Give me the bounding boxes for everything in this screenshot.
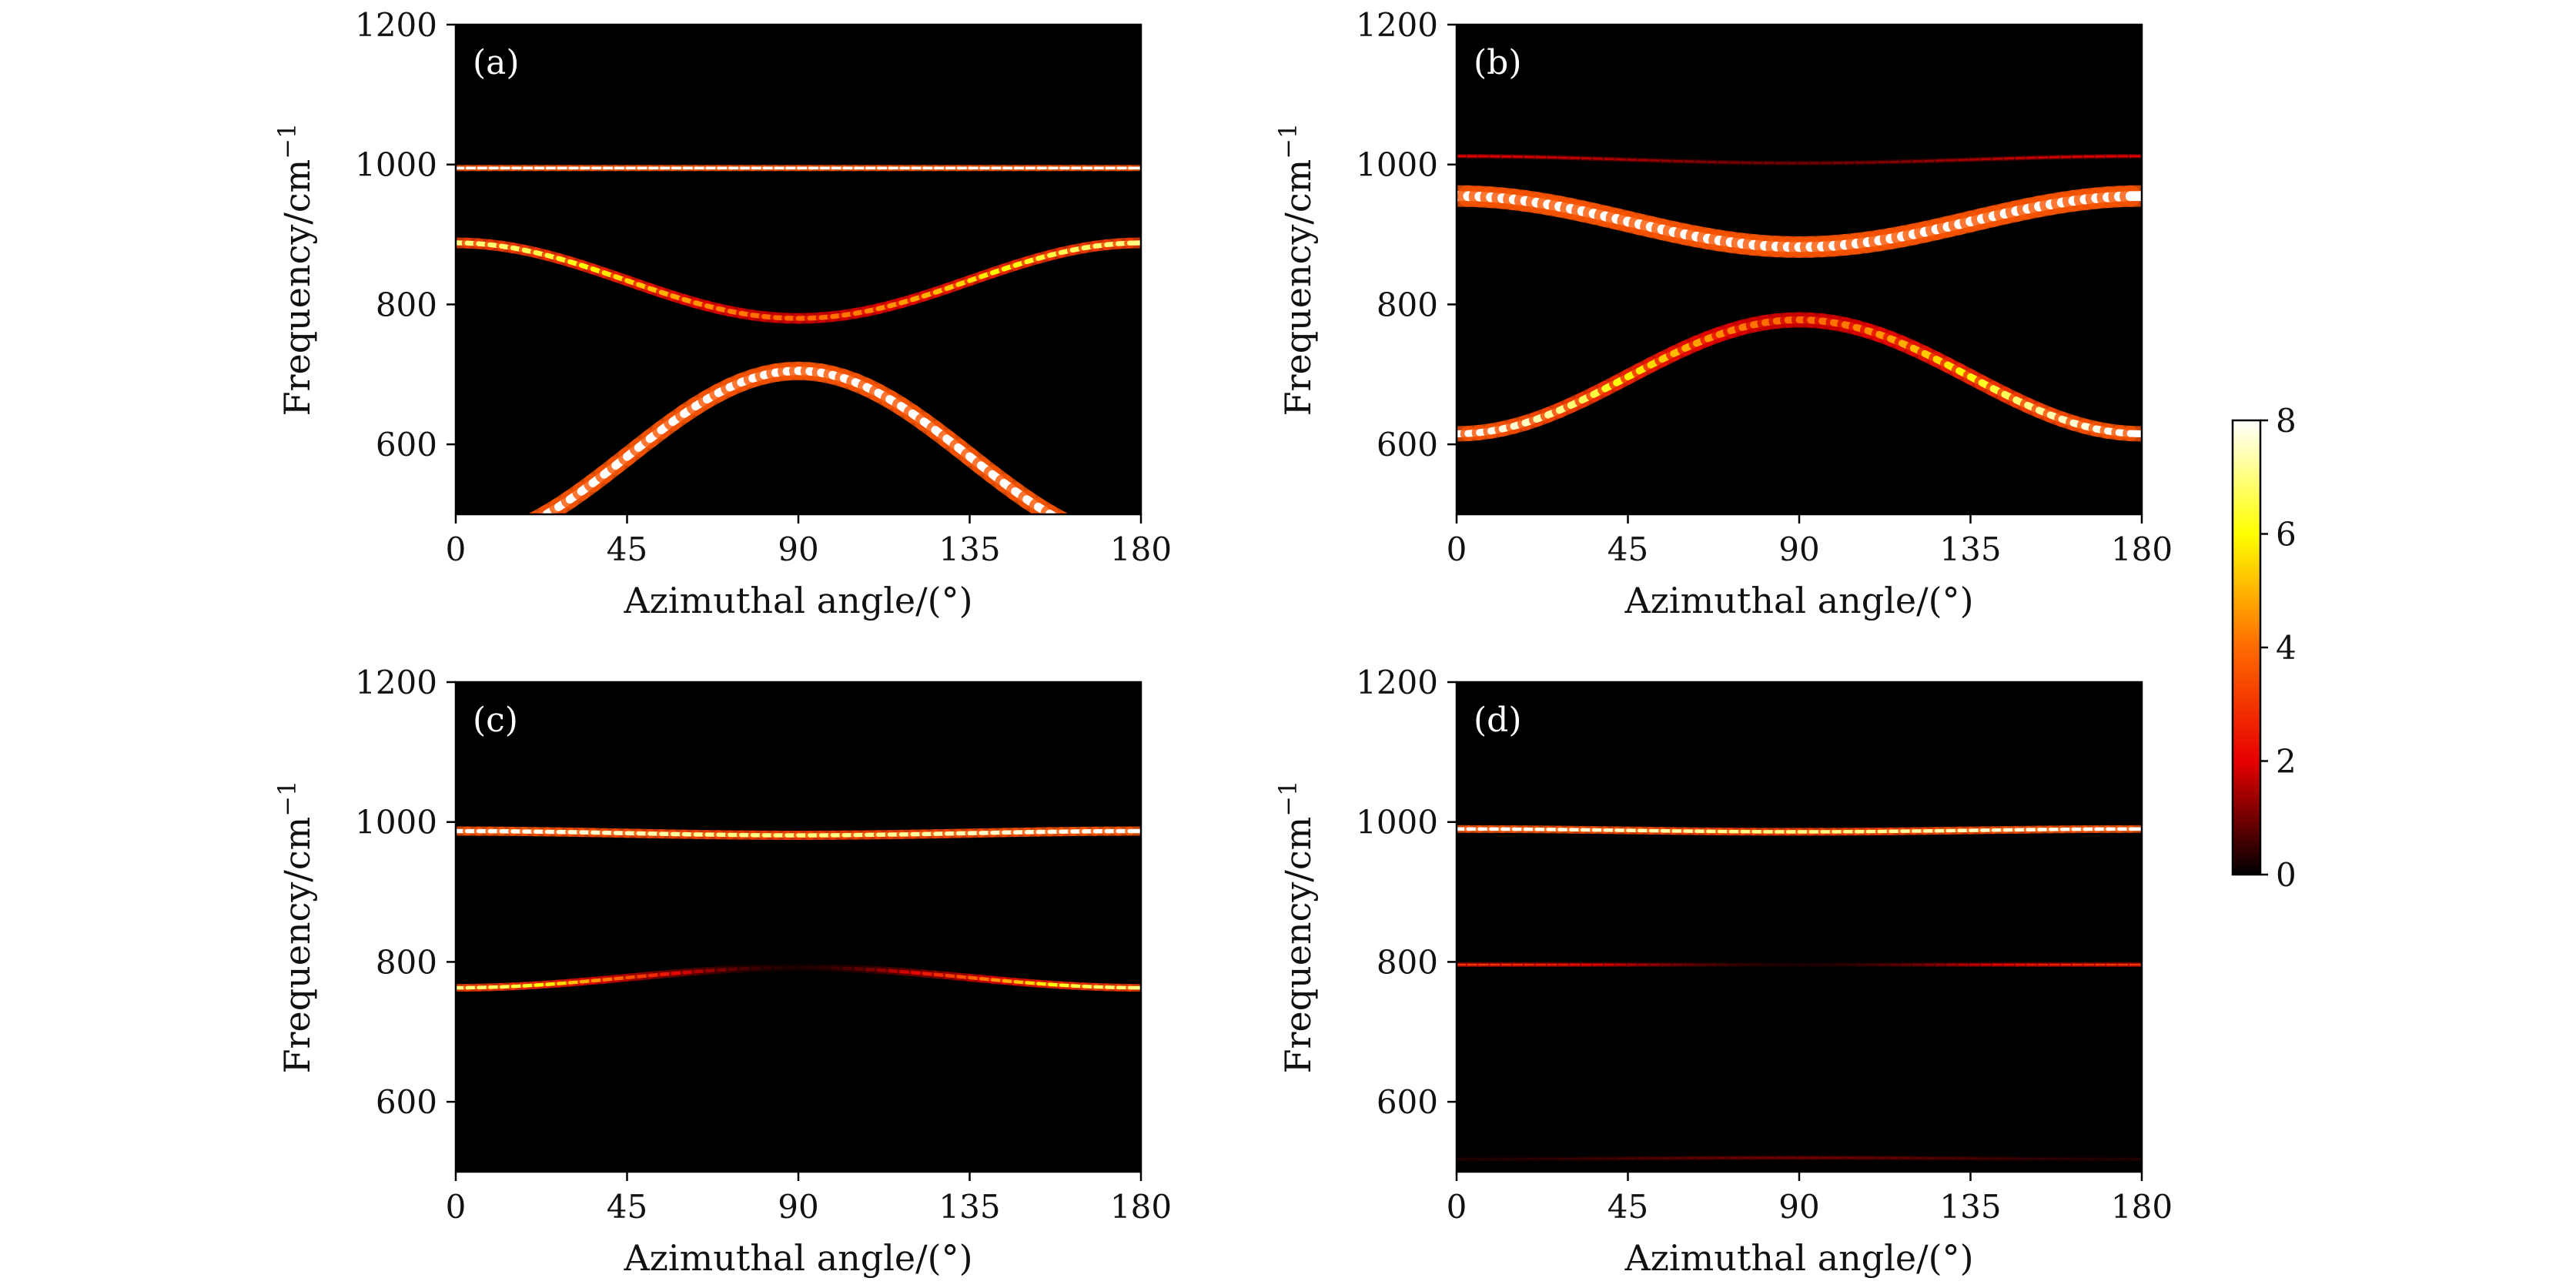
- x-tick-label: 90: [778, 530, 818, 568]
- heatmap-band: [456, 963, 1141, 992]
- panel-label: (d): [1474, 701, 1522, 740]
- colorbar-tick-label: 8: [2276, 402, 2297, 440]
- y-axis-label: Frequency/cm−1: [1273, 123, 1319, 417]
- panel-d: 0 45 90 135 180 600 800 1000 1200 Azimuthal angle…: [1273, 664, 2173, 1279]
- y-tick-label: 600: [376, 426, 437, 463]
- y-tick-label: 1200: [355, 664, 437, 701]
- panel-label: (a): [473, 43, 520, 82]
- y-tick-label: 1000: [355, 146, 437, 184]
- x-tick-label: 0: [1447, 1188, 1467, 1226]
- heatmap-band: [456, 826, 1141, 840]
- heatmap-background: [456, 682, 1141, 1172]
- y-tick-label: 1000: [1356, 804, 1438, 841]
- y-axis-label: Frequency/cm−1: [273, 123, 318, 417]
- y-axis-label: Frequency/cm−1: [273, 781, 318, 1074]
- x-tick-label: 90: [1778, 1188, 1819, 1226]
- x-tick-label: 0: [446, 530, 467, 568]
- heatmap-band: [1457, 185, 2142, 258]
- x-tick-label: 90: [1778, 530, 1819, 568]
- x-axis-label: Azimuthal angle/(°): [1624, 580, 1973, 621]
- x-tick-label: 135: [938, 1188, 1000, 1226]
- x-tick-label: 45: [1607, 530, 1648, 568]
- x-tick-label: 180: [2111, 1188, 2173, 1226]
- x-tick-label: 45: [607, 1188, 647, 1226]
- y-tick-label: 1200: [355, 6, 437, 44]
- x-axis-label: Azimuthal angle/(°): [623, 580, 972, 621]
- x-tick-label: 180: [1110, 1188, 1172, 1226]
- x-tick-label: 0: [1447, 530, 1467, 568]
- panel-c: 0 45 90 135 180 600 800 1000 1200 Azimuthal angle…: [273, 664, 1172, 1279]
- heatmap-background: [1457, 682, 2142, 1172]
- heatmap-background: [456, 25, 1141, 514]
- panel-label: (b): [1474, 43, 1522, 82]
- panel-b: 0 45 90 135 180 600 800 1000 1200 Azimuthal angle…: [1273, 6, 2173, 621]
- colorbar-gradient: [2233, 420, 2260, 875]
- colorbar-tick-label: 0: [2276, 856, 2297, 894]
- heatmap-band: [456, 237, 1141, 324]
- x-tick-label: 180: [1110, 530, 1172, 568]
- panels: 0 45 90 135 180 600 800 1000 1200 Azimuthal angle…: [273, 6, 2173, 1279]
- y-tick-label: 600: [1377, 426, 1438, 463]
- heatmap-background: [1457, 25, 2142, 514]
- heatmap-band: [1457, 312, 2142, 442]
- y-tick-label: 1000: [355, 804, 437, 841]
- y-tick-label: 1000: [1356, 146, 1438, 184]
- x-tick-label: 180: [2111, 530, 2173, 568]
- heatmap-band: [1457, 153, 2142, 166]
- colorbar-tick-label: 2: [2276, 743, 2297, 781]
- heatmap-band: [1457, 825, 2142, 836]
- y-tick-label: 800: [1377, 286, 1438, 323]
- x-axis-label: Azimuthal angle/(°): [1624, 1237, 1973, 1279]
- colorbar-tick-label: 4: [2276, 629, 2297, 667]
- x-tick-label: 135: [1939, 530, 2001, 568]
- y-tick-label: 600: [376, 1083, 437, 1121]
- x-tick-label: 45: [607, 530, 647, 568]
- panel-label: (c): [473, 701, 518, 740]
- colorbar: 0 2 4 6 8: [2231, 402, 2297, 894]
- x-tick-label: 45: [1607, 1188, 1648, 1226]
- x-tick-label: 135: [1939, 1188, 2001, 1226]
- panel-a: 0 45 90 135 180 600 800 1000 1200 Azimuthal angle…: [273, 6, 1172, 621]
- heatmap-band: [1457, 1155, 2142, 1162]
- y-tick-label: 600: [1377, 1083, 1438, 1121]
- y-tick-label: 800: [376, 286, 437, 323]
- x-axis-label: Azimuthal angle/(°): [623, 1237, 972, 1279]
- y-tick-label: 800: [376, 943, 437, 981]
- x-tick-label: 0: [446, 1188, 467, 1226]
- heatmap-band: [527, 361, 1070, 514]
- y-tick-label: 1200: [1356, 664, 1438, 701]
- colorbar-tick-label: 6: [2276, 516, 2297, 554]
- y-tick-label: 1200: [1356, 6, 1438, 44]
- x-tick-label: 90: [778, 1188, 818, 1226]
- y-axis-label: Frequency/cm−1: [1273, 781, 1319, 1074]
- y-tick-label: 800: [1377, 943, 1438, 981]
- x-tick-label: 135: [938, 530, 1000, 568]
